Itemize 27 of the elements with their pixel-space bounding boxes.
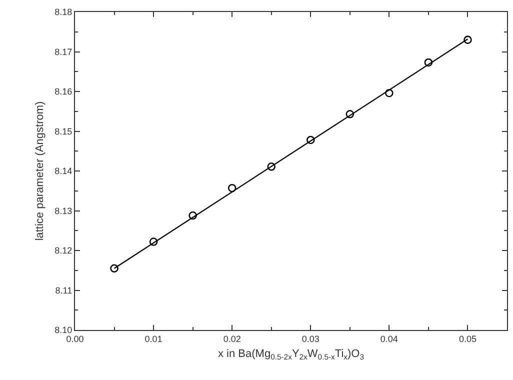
y-tick-label: 8.12 [54, 246, 72, 256]
y-tick-label: 8.17 [54, 46, 72, 57]
x-tick-label: 0.00 [66, 334, 84, 344]
y-tick-label: 8.15 [54, 126, 72, 136]
y-tick-label: 8.13 [54, 206, 72, 216]
x-tick-label: 0.04 [380, 334, 398, 344]
y-tick-label: 8.11 [55, 285, 72, 296]
point [346, 110, 354, 118]
point [228, 184, 236, 192]
y-tick-label: 8.16 [54, 86, 72, 97]
point [424, 58, 433, 67]
point [464, 36, 472, 44]
x-tick-label: 0.05 [458, 334, 476, 344]
point [188, 211, 197, 220]
point [306, 136, 315, 144]
point [149, 238, 158, 246]
y-axis-title: lattice parameter (Angstrom) [34, 101, 46, 241]
point [267, 162, 276, 171]
point [385, 88, 394, 98]
y-tick-label: 8.10 [54, 325, 72, 336]
point [110, 264, 118, 273]
text: x in Ba(Mg$_{0.5-2x}$Y$_{2x}$W$_{0.5-x}$Ti$_{x}$)O$_{3}$ [218, 348, 364, 362]
x-tick-label: 0.03 [302, 334, 320, 344]
x-tick-label: 0.02 [223, 334, 241, 344]
y-tick-label: 8.14 [54, 166, 72, 176]
y-tick-label: 8.18 [54, 7, 72, 18]
x-tick-label: 0.01 [144, 334, 162, 344]
